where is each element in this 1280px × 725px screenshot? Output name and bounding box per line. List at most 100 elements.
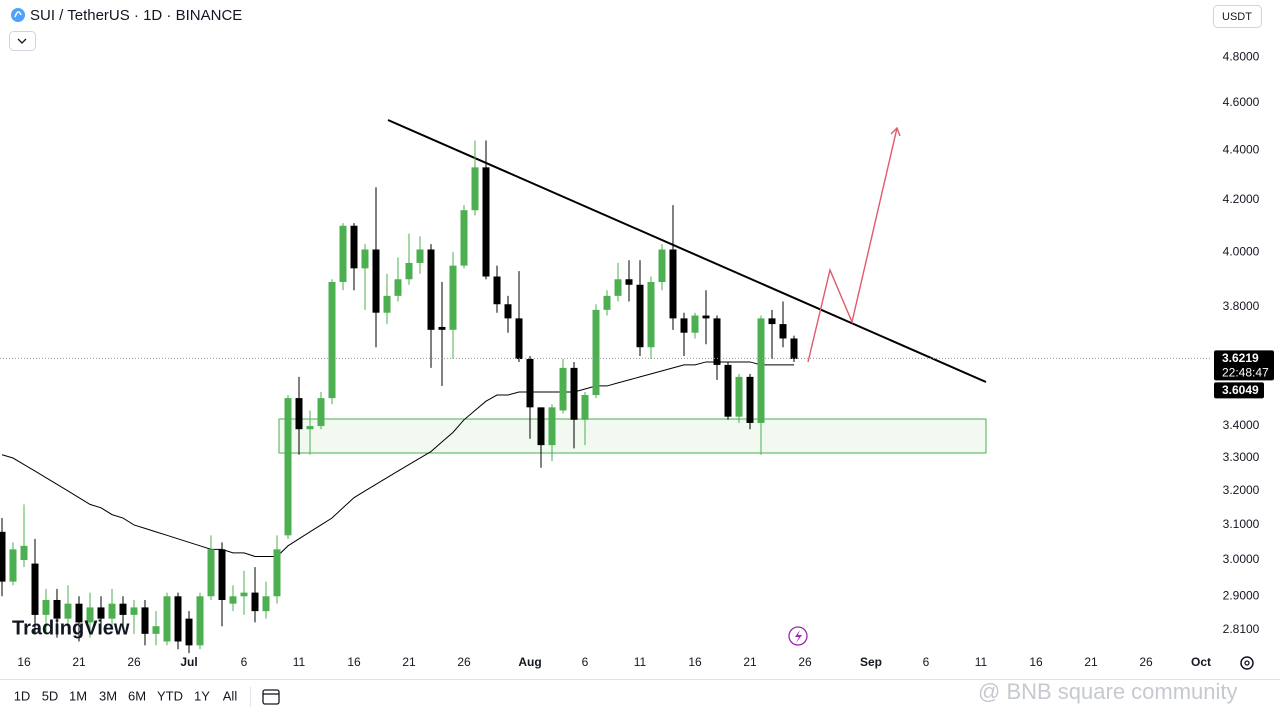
candle-body <box>449 265 457 330</box>
support-zone[interactable] <box>278 418 987 454</box>
trend-line[interactable] <box>387 119 987 383</box>
symbol-logo <box>11 8 25 22</box>
projection-path[interactable] <box>807 127 898 363</box>
candle-body <box>504 304 512 319</box>
candle-body <box>185 618 193 646</box>
candle-body <box>317 398 325 427</box>
candle-body <box>471 167 479 211</box>
x-tick-label: 21 <box>743 655 757 669</box>
candle-body <box>724 364 732 417</box>
x-tick-label: 26 <box>798 655 812 669</box>
range-button[interactable]: 3M <box>99 688 117 703</box>
y-tick-label: 3.4000 <box>1223 418 1260 432</box>
projection-arrowhead <box>890 126 901 137</box>
x-tick-label: 16 <box>688 655 702 669</box>
candle-body <box>174 596 182 642</box>
candle-body <box>614 279 622 296</box>
moving-average <box>1 361 794 557</box>
candle-body <box>603 295 611 310</box>
logo-watermark: TradingView <box>12 617 130 639</box>
settings-icon-core <box>1244 660 1250 666</box>
candle-body <box>9 549 17 582</box>
x-tick-label: 6 <box>241 655 248 669</box>
candle-body <box>361 249 369 269</box>
y-tick-label: 3.0000 <box>1223 552 1260 566</box>
candle-body <box>251 592 259 612</box>
candle-body <box>207 549 215 597</box>
y-tick-label: 3.1000 <box>1223 517 1260 531</box>
candle-body <box>240 592 248 597</box>
x-tick-label: 11 <box>975 655 988 669</box>
y-tick-label: 2.9000 <box>1223 588 1260 602</box>
range-button[interactable]: 6M <box>128 688 146 703</box>
settings-icon[interactable] <box>1240 656 1254 670</box>
range-button[interactable]: 1D <box>14 688 31 703</box>
candle-body <box>328 282 336 399</box>
x-tick-label: Sep <box>860 655 882 669</box>
x-tick-label: 26 <box>457 655 471 669</box>
candle-body <box>0 531 6 582</box>
candle-body <box>537 407 545 446</box>
candle-body <box>658 249 666 283</box>
currency-button[interactable] <box>1213 5 1262 28</box>
y-tick-label: 4.0000 <box>1223 244 1260 258</box>
candle-body <box>229 596 237 604</box>
range-button[interactable]: YTD <box>157 688 183 703</box>
candle-body <box>394 279 402 296</box>
candle-body <box>372 249 380 313</box>
candle-body <box>757 318 765 423</box>
candle-body <box>196 596 204 646</box>
candle-body <box>284 398 292 536</box>
y-tick-label: 4.6000 <box>1223 95 1260 109</box>
y-tick-label: 3.2000 <box>1223 483 1260 497</box>
candle-body <box>647 282 655 348</box>
candle-body <box>669 249 677 319</box>
range-button[interactable]: 1Y <box>194 688 210 703</box>
candle-body <box>350 225 358 269</box>
candle-body <box>746 376 754 423</box>
candle-body <box>262 596 270 612</box>
x-tick-label: 11 <box>634 655 647 669</box>
symbol-logo-mark <box>14 11 22 18</box>
symbol-title[interactable]: SUI / TetherUS · 1D · BINANCE <box>30 7 242 24</box>
candle-body <box>779 324 787 339</box>
collapse-button[interactable] <box>9 31 36 51</box>
event-bolt <box>795 630 802 643</box>
candle-body <box>581 395 589 420</box>
range-button[interactable]: 5D <box>42 688 59 703</box>
candle-body <box>559 367 567 411</box>
candle-body <box>702 315 710 319</box>
candle-body <box>141 607 149 634</box>
ma-price-label: 3.6049 <box>1222 383 1259 397</box>
candle-body <box>515 318 523 359</box>
y-tick-label: 4.8000 <box>1223 49 1260 63</box>
range-button[interactable]: All <box>223 688 238 703</box>
date-range-icon[interactable] <box>262 689 280 705</box>
x-tick-label: 21 <box>1084 655 1098 669</box>
y-tick-label: 4.4000 <box>1223 142 1260 156</box>
candle-body <box>31 563 39 615</box>
x-tick-label: 26 <box>1139 655 1153 669</box>
range-button[interactable]: 1M <box>69 688 87 703</box>
x-tick-label: 16 <box>1029 655 1043 669</box>
candle-body <box>20 545 28 561</box>
candle-body <box>713 318 721 365</box>
candle-body <box>42 599 50 615</box>
currency-label: USDT <box>1222 11 1252 23</box>
candle-body <box>691 315 699 333</box>
candle-body <box>526 358 534 408</box>
bar-countdown: 22:48:47 <box>1222 366 1269 380</box>
x-tick-label: 6 <box>923 655 930 669</box>
candle-body <box>383 295 391 313</box>
plot-area <box>0 119 1212 654</box>
ma-price-tag <box>1214 382 1264 399</box>
overlay-watermark: @ BNB square community <box>978 679 1238 704</box>
candle-body <box>339 225 347 283</box>
y-tick-label: 2.8100 <box>1223 622 1260 636</box>
x-tick-label: 6 <box>582 655 589 669</box>
x-tick-label: 11 <box>293 655 306 669</box>
candle-body <box>482 167 490 277</box>
candle-body <box>97 607 105 619</box>
candle-body <box>416 249 424 263</box>
